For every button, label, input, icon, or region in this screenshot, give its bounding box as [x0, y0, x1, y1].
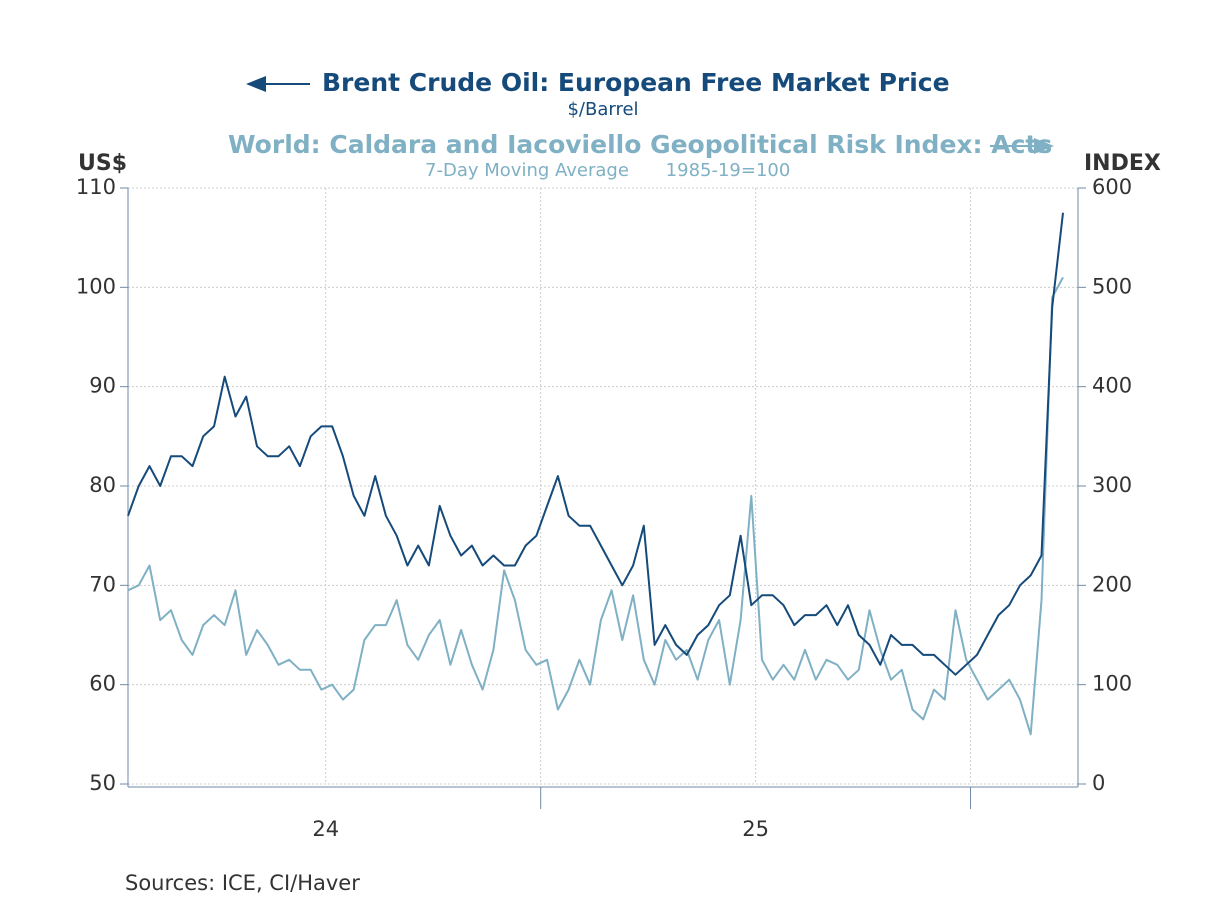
y-tick-label: 60 — [89, 672, 116, 696]
series-line — [127, 276, 1064, 736]
x-tick-label: 24 — [312, 817, 339, 841]
y-axis-label: US$ — [78, 151, 127, 176]
y2-tick-label: 500 — [1092, 274, 1132, 298]
y-tick-label: 90 — [89, 374, 116, 398]
y2-tick-label: 0 — [1092, 771, 1105, 795]
series-note: 1985-19=100 — [666, 160, 791, 181]
y-tick-label: 50 — [89, 771, 116, 795]
x-tick-label: 25 — [742, 817, 769, 841]
series-subtitle: $/Barrel — [567, 99, 638, 120]
y2-tick-label: 600 — [1092, 175, 1132, 199]
series-title: Brent Crude Oil: European Free Market Pr… — [322, 68, 950, 97]
source-note: Sources: ICE, CI/Haver — [125, 871, 360, 895]
y2-axis-label: INDEX — [1084, 151, 1161, 176]
series-line — [127, 212, 1064, 676]
legend-arrow-head — [1034, 138, 1054, 154]
y-tick-label: 110 — [76, 175, 116, 199]
y-tick-label: 100 — [76, 274, 116, 298]
series-subtitle: 7-Day Moving Average — [425, 160, 629, 181]
y-tick-label: 70 — [89, 572, 116, 596]
y2-tick-label: 100 — [1092, 672, 1132, 696]
y2-tick-label: 200 — [1092, 572, 1132, 596]
y2-tick-label: 400 — [1092, 374, 1132, 398]
y2-tick-label: 300 — [1092, 473, 1132, 497]
series-title: World: Caldara and Iacoviello Geopolitic… — [228, 130, 1052, 159]
legend-arrow-head — [246, 76, 266, 92]
y-tick-label: 80 — [89, 473, 116, 497]
